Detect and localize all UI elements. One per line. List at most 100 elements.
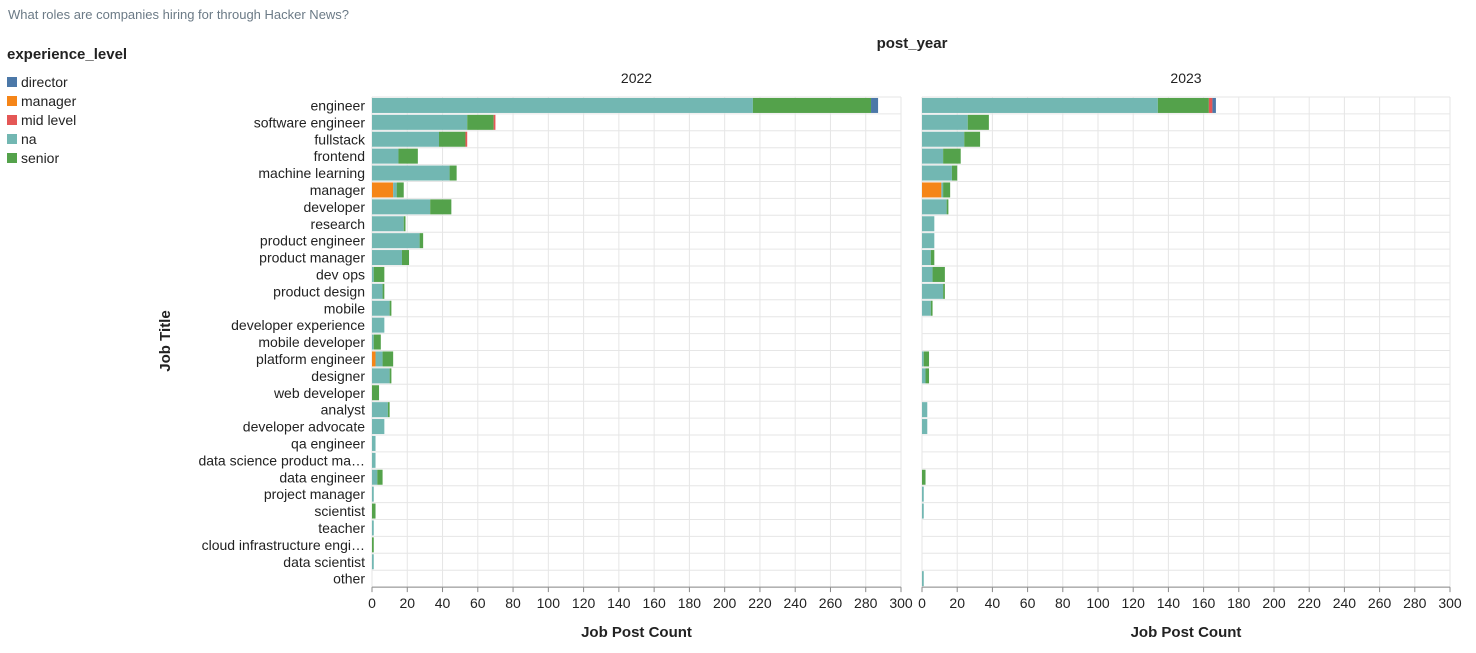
x-tick-label: 280 [1403, 595, 1427, 611]
bar-2023-other-na[interactable] [922, 571, 924, 587]
legend-item-senior[interactable]: senior [7, 148, 127, 167]
bar-2022-platform-engineer-senior[interactable] [382, 351, 394, 367]
bar-2022-designer-na[interactable] [372, 368, 390, 384]
bar-2022-software-engineer-na[interactable] [372, 114, 468, 130]
bar-2022-data-science-product-ma-na[interactable] [372, 452, 376, 468]
bar-2023-manager-senior[interactable] [943, 182, 951, 198]
bar-2022-developer-advocate-na[interactable] [372, 419, 385, 435]
bar-2022-software-engineer-senior[interactable] [467, 114, 494, 130]
bar-2023-developer-senior[interactable] [946, 199, 949, 215]
bar-2023-dev-ops-na[interactable] [922, 266, 933, 282]
bar-2022-platform-engineer-na[interactable] [375, 351, 383, 367]
bar-2023-developer-na[interactable] [922, 199, 947, 215]
bar-2023-engineer-na[interactable] [922, 97, 1158, 113]
x-tick-label: 240 [784, 595, 808, 611]
bar-2023-data-engineer-senior[interactable] [922, 469, 926, 485]
bar-2022-fullstack-mid-level[interactable] [465, 131, 468, 147]
bar-2023-fullstack-senior[interactable] [964, 131, 981, 147]
bar-2023-product-design-na[interactable] [922, 283, 944, 299]
bar-2022-cloud-infrastructure-engi-senior[interactable] [372, 537, 374, 553]
bar-2023-mobile-senior[interactable] [930, 300, 933, 316]
bar-2022-engineer-na[interactable] [372, 97, 753, 113]
bar-2022-mobile-developer-na[interactable] [372, 334, 374, 350]
bar-2022-product-engineer-senior[interactable] [419, 233, 424, 249]
legend-item-mid-level[interactable]: mid level [7, 110, 127, 129]
bar-2023-platform-engineer-na[interactable] [922, 351, 924, 367]
bar-2022-fullstack-senior[interactable] [439, 131, 466, 147]
bar-2023-fullstack-na[interactable] [922, 131, 965, 147]
bar-2022-research-senior[interactable] [403, 216, 406, 232]
bar-2022-developer-senior[interactable] [430, 199, 452, 215]
bar-2022-frontend-na[interactable] [372, 148, 399, 164]
bar-2022-manager-na[interactable] [393, 182, 397, 198]
bar-2023-research-na[interactable] [922, 216, 935, 232]
bar-2022-project-manager-na[interactable] [372, 486, 374, 502]
bar-2022-fullstack-na[interactable] [372, 131, 440, 147]
bar-2022-dev-ops-na[interactable] [372, 266, 374, 282]
bar-2023-engineer-mid-level[interactable] [1208, 97, 1213, 113]
bar-2022-product-design-na[interactable] [372, 283, 383, 299]
bar-2023-product-engineer-na[interactable] [922, 233, 935, 249]
bar-2023-machine-learning-na[interactable] [922, 165, 952, 181]
bar-2023-designer-senior[interactable] [925, 368, 930, 384]
bar-2022-engineer-director[interactable] [871, 97, 879, 113]
bar-2022-manager-manager[interactable] [372, 182, 394, 198]
bar-2022-machine-learning-na[interactable] [372, 165, 450, 181]
bar-2023-developer-advocate-na[interactable] [922, 419, 928, 435]
bar-2022-product-design-senior[interactable] [382, 283, 385, 299]
bar-2022-software-engineer-mid-level[interactable] [493, 114, 496, 130]
bar-2022-data-scientist-na[interactable] [372, 554, 374, 570]
bar-2022-product-manager-na[interactable] [372, 250, 402, 266]
y-tick-label: machine learning [258, 165, 365, 181]
bar-2022-developer-na[interactable] [372, 199, 431, 215]
bar-2023-mobile-na[interactable] [922, 300, 931, 316]
bar-2022-mobile-senior[interactable] [389, 300, 392, 316]
x-tick-label: 60 [470, 595, 486, 611]
bar-2022-designer-senior[interactable] [389, 368, 392, 384]
bar-2023-software-engineer-senior[interactable] [967, 114, 989, 130]
y-tick-label: analyst [321, 402, 365, 418]
bar-2023-software-engineer-na[interactable] [922, 114, 968, 130]
bar-2022-developer-experience-na[interactable] [372, 317, 385, 333]
bar-2022-teacher-na[interactable] [372, 520, 374, 536]
bar-2022-qa-engineer-na[interactable] [372, 435, 376, 451]
bar-2022-dev-ops-senior[interactable] [373, 266, 385, 282]
bar-2023-product-manager-na[interactable] [922, 250, 931, 266]
bar-2023-engineer-director[interactable] [1212, 97, 1216, 113]
bar-2023-dev-ops-senior[interactable] [932, 266, 945, 282]
bar-2022-data-engineer-na[interactable] [372, 469, 378, 485]
bar-2023-product-design-senior[interactable] [943, 283, 945, 299]
bar-2023-designer-na[interactable] [922, 368, 926, 384]
legend-item-na[interactable]: na [7, 129, 127, 148]
bar-2022-analyst-na[interactable] [372, 402, 388, 418]
bar-2022-machine-learning-senior[interactable] [449, 165, 457, 181]
bar-2023-frontend-senior[interactable] [943, 148, 961, 164]
bar-2022-product-manager-senior[interactable] [401, 250, 410, 266]
legend-item-director[interactable]: director [7, 72, 127, 91]
bar-2022-frontend-senior[interactable] [398, 148, 418, 164]
y-tick-label: research [311, 216, 365, 232]
bar-2023-analyst-na[interactable] [922, 402, 928, 418]
bar-2023-frontend-na[interactable] [922, 148, 944, 164]
bar-2022-scientist-senior[interactable] [372, 503, 376, 519]
bar-2022-web-developer-senior[interactable] [372, 385, 380, 401]
bar-2022-mobile-na[interactable] [372, 300, 390, 316]
bar-2022-mobile-developer-senior[interactable] [373, 334, 381, 350]
bar-2023-manager-na[interactable] [941, 182, 944, 198]
bar-2023-project-manager-na[interactable] [922, 486, 924, 502]
bar-2023-manager-manager[interactable] [922, 182, 942, 198]
bar-2023-machine-learning-senior[interactable] [951, 165, 958, 181]
bar-2023-platform-engineer-senior[interactable] [923, 351, 930, 367]
bar-2023-scientist-na[interactable] [922, 503, 924, 519]
legend-item-manager[interactable]: manager [7, 91, 127, 110]
bar-2022-data-engineer-senior[interactable] [377, 469, 383, 485]
bar-2023-engineer-senior[interactable] [1157, 97, 1209, 113]
bar-2022-platform-engineer-manager[interactable] [372, 351, 376, 367]
bar-2022-research-na[interactable] [372, 216, 404, 232]
bar-2022-analyst-senior[interactable] [387, 402, 390, 418]
bar-2022-manager-senior[interactable] [396, 182, 404, 198]
bar-2023-product-manager-senior[interactable] [930, 250, 935, 266]
bar-2022-engineer-senior[interactable] [752, 97, 872, 113]
bar-2022-product-engineer-na[interactable] [372, 233, 420, 249]
